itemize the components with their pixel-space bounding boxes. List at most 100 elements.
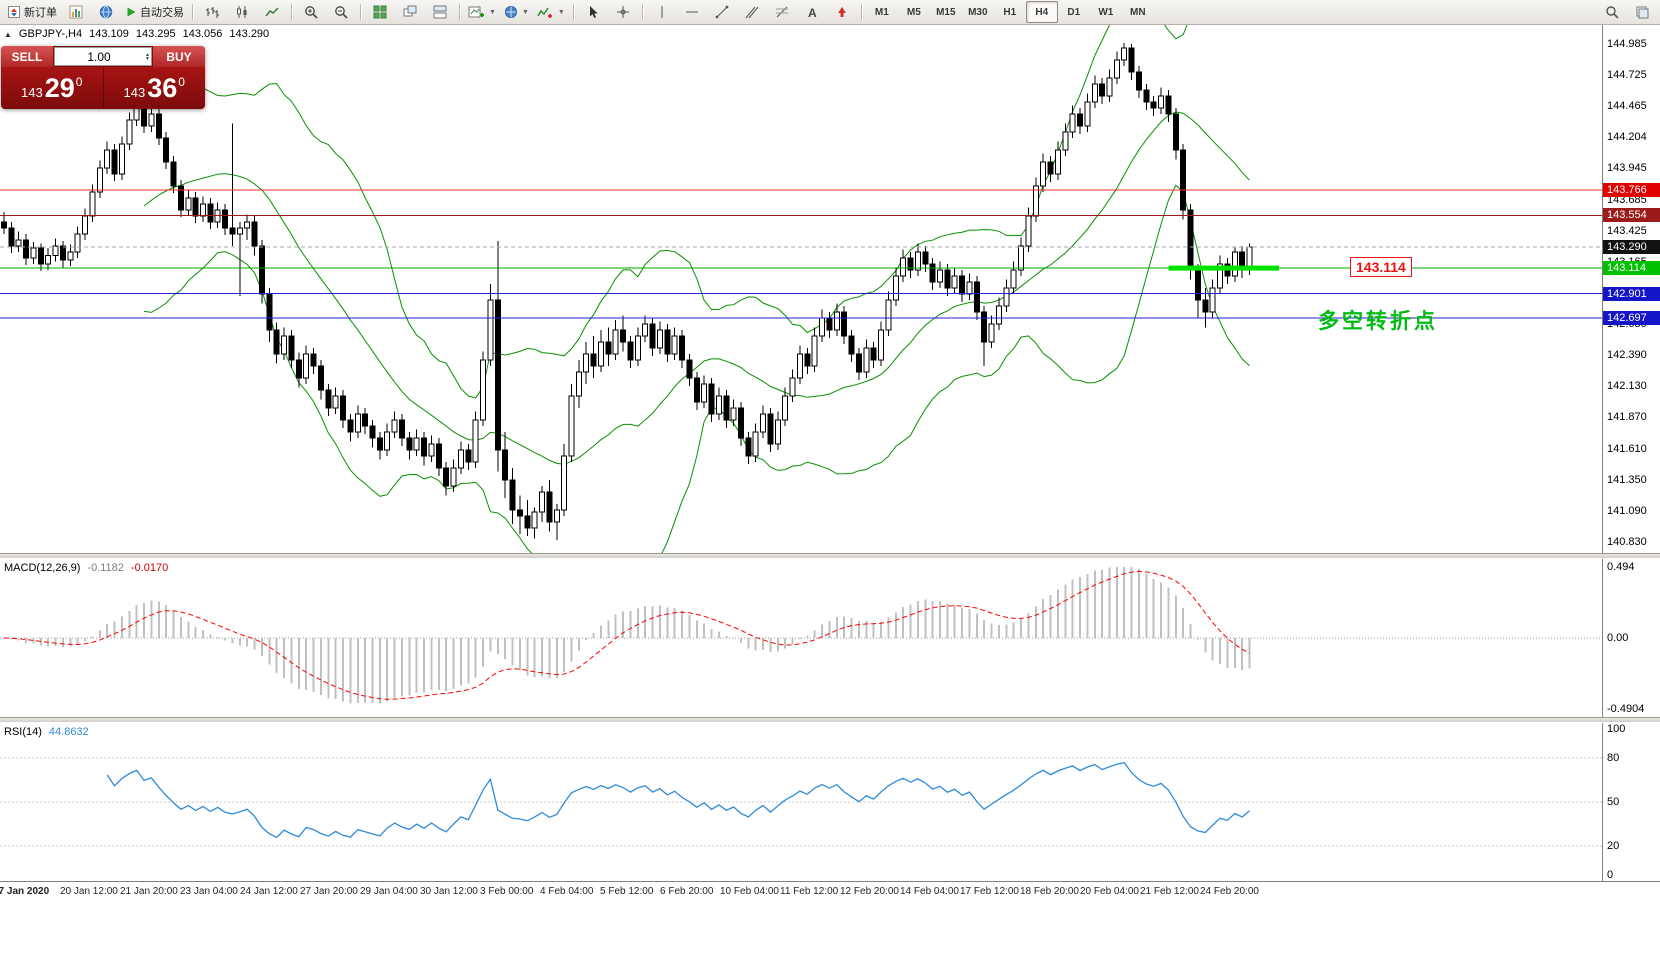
line-chart-icon[interactable] [257, 1, 287, 23]
new-chart-button[interactable]: ▼ [464, 1, 500, 23]
price-annotation-box[interactable]: 143.114 [1350, 257, 1412, 278]
time-axis-label: 20 Jan 12:00 [60, 886, 118, 897]
sell-button[interactable]: SELL [1, 46, 53, 67]
arrange-windows-icon[interactable] [425, 1, 455, 23]
scale-label: -0.4904 [1607, 702, 1645, 715]
scale-label: 141.090 [1607, 505, 1647, 517]
main-chart-panel: 144.985 144.725 144.465 144.204 143.945 143.6… [0, 25, 1660, 553]
rsi-canvas[interactable] [0, 723, 1602, 881]
scale-label: 20 [1607, 839, 1620, 852]
search-icon[interactable] [1597, 1, 1627, 23]
time-axis-label: 6 Feb 20:00 [660, 886, 714, 897]
buy-price-prefix: 143 [123, 84, 146, 100]
scale-label: 143.945 [1607, 162, 1647, 175]
price-tag: 143.554 [1603, 208, 1660, 223]
scale-label: 141.610 [1607, 442, 1647, 455]
main-chart-canvas[interactable] [0, 25, 1602, 553]
chart-window: 144.985 144.725 144.465 144.204 143.945 143.6… [0, 25, 1660, 955]
one-click-trading-widget: SELL ▲▼ BUY 143 29 0 143 36 [1, 46, 205, 109]
time-axis-label: 21 Jan 20:00 [120, 886, 178, 897]
scale-label: 141.350 [1607, 473, 1647, 486]
sell-price[interactable]: 143 29 0 [1, 67, 104, 109]
price-tag: 143.766 [1603, 182, 1660, 197]
time-axis-label: 14 Feb 04:00 [900, 886, 959, 897]
scale-label: 142.130 [1607, 380, 1647, 393]
timeframe-h1[interactable]: H1 [1003, 6, 1017, 18]
toolbar-separator [192, 4, 193, 20]
scale-label: 144.725 [1607, 68, 1647, 81]
volume-spinner[interactable]: ▲ ▼ [145, 51, 150, 62]
timeframe-mn[interactable]: MN [1130, 6, 1146, 18]
volume-input[interactable] [55, 48, 151, 65]
vertical-line-icon[interactable] [647, 1, 677, 23]
channel-icon[interactable] [737, 1, 767, 23]
timeframe-w1[interactable]: W1 [1098, 6, 1114, 18]
zoom-out-icon[interactable] [326, 1, 356, 23]
time-axis-label: 27 Jan 20:00 [300, 886, 358, 897]
community-icon[interactable] [91, 1, 121, 23]
timeframe-m1[interactable]: M1 [874, 6, 889, 18]
time-axis-label: 4 Feb 04:00 [540, 886, 594, 897]
volume-field: ▲▼ [54, 47, 152, 66]
buy-price[interactable]: 143 36 0 [104, 67, 206, 109]
fibonacci-icon[interactable] [767, 1, 797, 23]
symbol-period: GBPJPY-,H4 [18, 28, 83, 40]
arrows-tool-icon[interactable] [827, 1, 857, 23]
time-axis-label: 30 Jan 12:00 [420, 886, 478, 897]
cascade-windows-icon[interactable] [395, 1, 425, 23]
macd-value-main: -0.1182 [87, 562, 124, 574]
buy-button[interactable]: BUY [153, 46, 205, 67]
turning-point-label[interactable]: 多空转折点 [1318, 309, 1438, 333]
price-tag: 143.290 [1603, 240, 1660, 254]
toolbar: 新订单 自动交易 ▼ ▼ ▼ A M1 M5 M15 M30 H1 H4 D1 W1 MN [0, 0, 1660, 25]
autotrading-button[interactable]: 自动交易 [121, 1, 188, 23]
profiles-button[interactable]: ▼ [500, 1, 533, 23]
timeframe-m30[interactable]: M30 [968, 6, 988, 18]
layers-icon[interactable] [1627, 1, 1657, 23]
scale-label: 50 [1607, 796, 1620, 808]
cursor-icon[interactable] [578, 1, 608, 23]
scale-label: 0.494 [1607, 561, 1635, 573]
toolbar-separator [860, 4, 862, 20]
rsi-scale[interactable]: 100 80 50 20 0 [1602, 723, 1660, 881]
svg-text:A: A [808, 6, 817, 19]
toolbar-separator [459, 4, 460, 20]
horizontal-line-icon[interactable] [677, 1, 707, 23]
zoom-in-icon[interactable] [296, 1, 326, 23]
candlestick-chart-icon[interactable] [227, 1, 257, 23]
candles [1, 43, 1253, 540]
macd-canvas[interactable] [0, 559, 1602, 717]
symbol-info: ▲ GBPJPY-,H4 143.109 143.295 143.056 143… [4, 28, 269, 40]
new-order-button[interactable]: 新订单 [3, 1, 61, 23]
price-scale[interactable]: 144.985 144.725 144.465 144.204 143.945 143.6… [1602, 25, 1660, 553]
macd-scale[interactable]: 0.494 0.00 -0.4904 [1602, 559, 1660, 717]
rsi-title: RSI(14) [4, 726, 42, 738]
timeframe-m15[interactable]: M15 [936, 6, 956, 18]
indicators-button[interactable]: ▼ [533, 1, 569, 23]
macd-signal-line [3, 570, 1250, 700]
ohlc-low: 143.056 [182, 28, 223, 40]
rsi-value: 44.8632 [48, 726, 89, 738]
text-tool-icon[interactable]: A [797, 1, 827, 23]
time-axis-label: 24 Jan 12:00 [240, 886, 298, 897]
timeframe-m5[interactable]: M5 [906, 6, 921, 18]
time-axis-label: 29 Jan 04:00 [360, 886, 418, 897]
ohlc-open: 143.109 [89, 28, 129, 40]
charts-icon[interactable] [61, 1, 91, 23]
scale-label: 140.830 [1607, 536, 1647, 549]
crosshair-icon[interactable] [608, 1, 638, 23]
time-axis-label: 23 Jan 04:00 [180, 886, 238, 897]
time-axis-label: 24 Feb 20:00 [1200, 886, 1259, 897]
panel-divider[interactable] [0, 717, 1660, 723]
timeframe-d1[interactable]: D1 [1067, 6, 1081, 18]
bar-chart-icon[interactable] [197, 1, 227, 23]
trendline-icon[interactable] [707, 1, 737, 23]
scale-label: 144.985 [1607, 37, 1647, 50]
sell-price-prefix: 143 [21, 84, 43, 100]
scale-label: 80 [1607, 752, 1620, 765]
tile-windows-icon[interactable] [365, 1, 395, 23]
panel-divider[interactable] [0, 553, 1660, 559]
scale-label: 0.00 [1607, 632, 1629, 644]
timeframe-h4[interactable]: H4 [1025, 1, 1058, 23]
